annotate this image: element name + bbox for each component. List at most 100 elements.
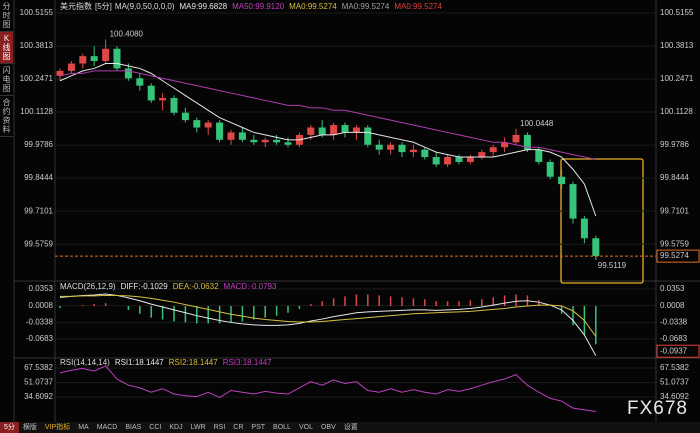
- y-tick-label: 67.5382: [24, 363, 53, 372]
- y-tick-label: 51.0737: [660, 378, 689, 387]
- candle-body: [580, 218, 588, 239]
- readout: MA0:99.5274: [342, 2, 390, 11]
- y-tick-label: 100.5155: [20, 8, 54, 17]
- readout: MACD:-0.0793: [224, 282, 277, 291]
- header-text: 美元指数: [60, 1, 92, 11]
- header-text: MA(9,0,50,0,0,0): [115, 2, 175, 11]
- panel-header: 美元指数 [5分] MA(9,0,50,0,0,0) MA9:99.6828 MA50:…: [60, 1, 442, 11]
- bottom-tab[interactable]: BIAS: [125, 424, 142, 431]
- bottom-tab[interactable]: 横版: [22, 424, 37, 431]
- candle-body: [170, 97, 178, 113]
- last-price-label: 99.5274: [660, 251, 689, 260]
- y-tick-label: 99.8444: [24, 173, 53, 182]
- panel-header: MACD(26,12,9) DIFF:-0.1029 DEA:-0.0632 MACD…: [60, 282, 277, 291]
- candle-body: [113, 48, 121, 69]
- side-tab[interactable]: K线图: [0, 32, 13, 64]
- candle-body: [398, 144, 406, 153]
- y-tick-label: 34.6092: [24, 392, 53, 401]
- y-tick-label: 51.0737: [24, 378, 53, 387]
- readout: MA50:99.9120: [232, 2, 285, 11]
- candle-body: [375, 144, 383, 150]
- candle-body: [56, 70, 64, 76]
- y-tick-label: 0.0008: [29, 301, 54, 310]
- readout: DEA:-0.0632: [173, 282, 219, 291]
- bottom-tab[interactable]: OBV: [320, 424, 336, 431]
- y-tick-label: 0.0353: [29, 284, 54, 293]
- y-tick-label: 0.0353: [660, 284, 685, 293]
- side-tab[interactable]: 闪电图: [0, 64, 13, 96]
- candle-body: [227, 132, 235, 140]
- candle-body: [523, 134, 531, 150]
- candle-body: [592, 238, 600, 257]
- bottom-tab[interactable]: 设置: [343, 424, 358, 431]
- candle-body: [432, 157, 440, 165]
- candle-body: [569, 184, 577, 219]
- readout: RSI2:18.1447: [169, 358, 218, 367]
- bottom-tab[interactable]: VIP指标: [44, 424, 71, 431]
- candle-body: [444, 157, 452, 165]
- candle-body: [124, 68, 132, 79]
- candle-body: [67, 63, 75, 71]
- y-tick-label: 99.9786: [24, 140, 53, 149]
- panel-header: RSI(14,14,14) RSI1:18.1447 RSI2:18.1447 RSI…: [60, 358, 272, 367]
- candle-body: [478, 152, 486, 158]
- candle-body: [364, 127, 372, 145]
- chart: 99.5759 99.5759 99.7101 99.7101 99.8444 99.84…: [13, 0, 700, 422]
- y-tick-label: 100.5155: [660, 8, 694, 17]
- low-label: 99.5119: [598, 261, 627, 270]
- y-tick-label: 100.1128: [660, 107, 693, 116]
- readout: DIFF:-0.1029: [121, 282, 169, 291]
- y-tick-label: 99.7101: [24, 206, 53, 215]
- candle-body: [204, 122, 212, 128]
- high-label: 100.4080: [110, 30, 144, 39]
- bottom-tab[interactable]: BOLL: [273, 424, 291, 431]
- y-tick-label: -0.0338: [26, 317, 54, 326]
- bottom-tab[interactable]: PST: [251, 424, 266, 431]
- candle-body: [466, 157, 474, 162]
- candle-body: [136, 78, 144, 86]
- side-tab[interactable]: 分时图: [0, 0, 13, 32]
- header-text: [5分]: [95, 2, 112, 11]
- y-tick-label: 99.8444: [660, 173, 689, 182]
- candle-body: [501, 142, 509, 148]
- bottom-tab[interactable]: MACD: [96, 424, 118, 431]
- y-tick-label: -0.0338: [660, 317, 688, 326]
- candle-body: [250, 139, 258, 143]
- readout: MA9:99.6828: [180, 2, 228, 11]
- candle-body: [352, 127, 360, 133]
- ma-line: [59, 70, 596, 160]
- watermark: FX678: [627, 398, 688, 419]
- candle-body: [238, 132, 246, 140]
- candle-body: [421, 149, 429, 158]
- header-text: RSI(14,14,14): [60, 358, 110, 367]
- y-tick-label: 100.1128: [20, 107, 53, 116]
- bottom-tab[interactable]: RSI: [213, 424, 226, 431]
- candle-body: [90, 56, 98, 62]
- y-tick-label: 99.5759: [660, 239, 689, 248]
- readout: MA0:99.5274: [394, 2, 442, 11]
- readout: RSI1:18.1447: [115, 358, 164, 367]
- bottom-tab[interactable]: 5分: [0, 422, 19, 433]
- bottom-tab[interactable]: CCI: [149, 424, 162, 431]
- y-tick-label: -0.0683: [660, 334, 688, 343]
- last-price-box: [656, 249, 700, 263]
- y-tick-label: 100.2471: [20, 74, 54, 83]
- y-tick-label: 67.5382: [660, 363, 689, 372]
- candle-body: [284, 142, 292, 145]
- bottom-toolbar: 5分 横版 VIP指标 MA MACD BIAS CCI KDJ LWR RSI CR PST BOLL…: [0, 422, 700, 433]
- candle-body: [79, 56, 87, 64]
- y-tick-label: 34.6092: [660, 392, 689, 401]
- candle-body: [409, 149, 417, 153]
- candle-body: [147, 85, 155, 101]
- bottom-tab[interactable]: CR: [233, 424, 244, 431]
- bottom-tab[interactable]: KDJ: [169, 424, 183, 431]
- bottom-tab[interactable]: LWR: [190, 424, 206, 431]
- side-tab[interactable]: 合约资料: [0, 96, 13, 137]
- bottom-tab[interactable]: MA: [78, 424, 89, 431]
- y-tick-label: 100.2471: [660, 74, 694, 83]
- macd-line: [59, 293, 597, 356]
- high-label: 100.0448: [520, 119, 554, 128]
- candle-body: [216, 122, 224, 140]
- bottom-tab[interactable]: VOL: [298, 424, 313, 431]
